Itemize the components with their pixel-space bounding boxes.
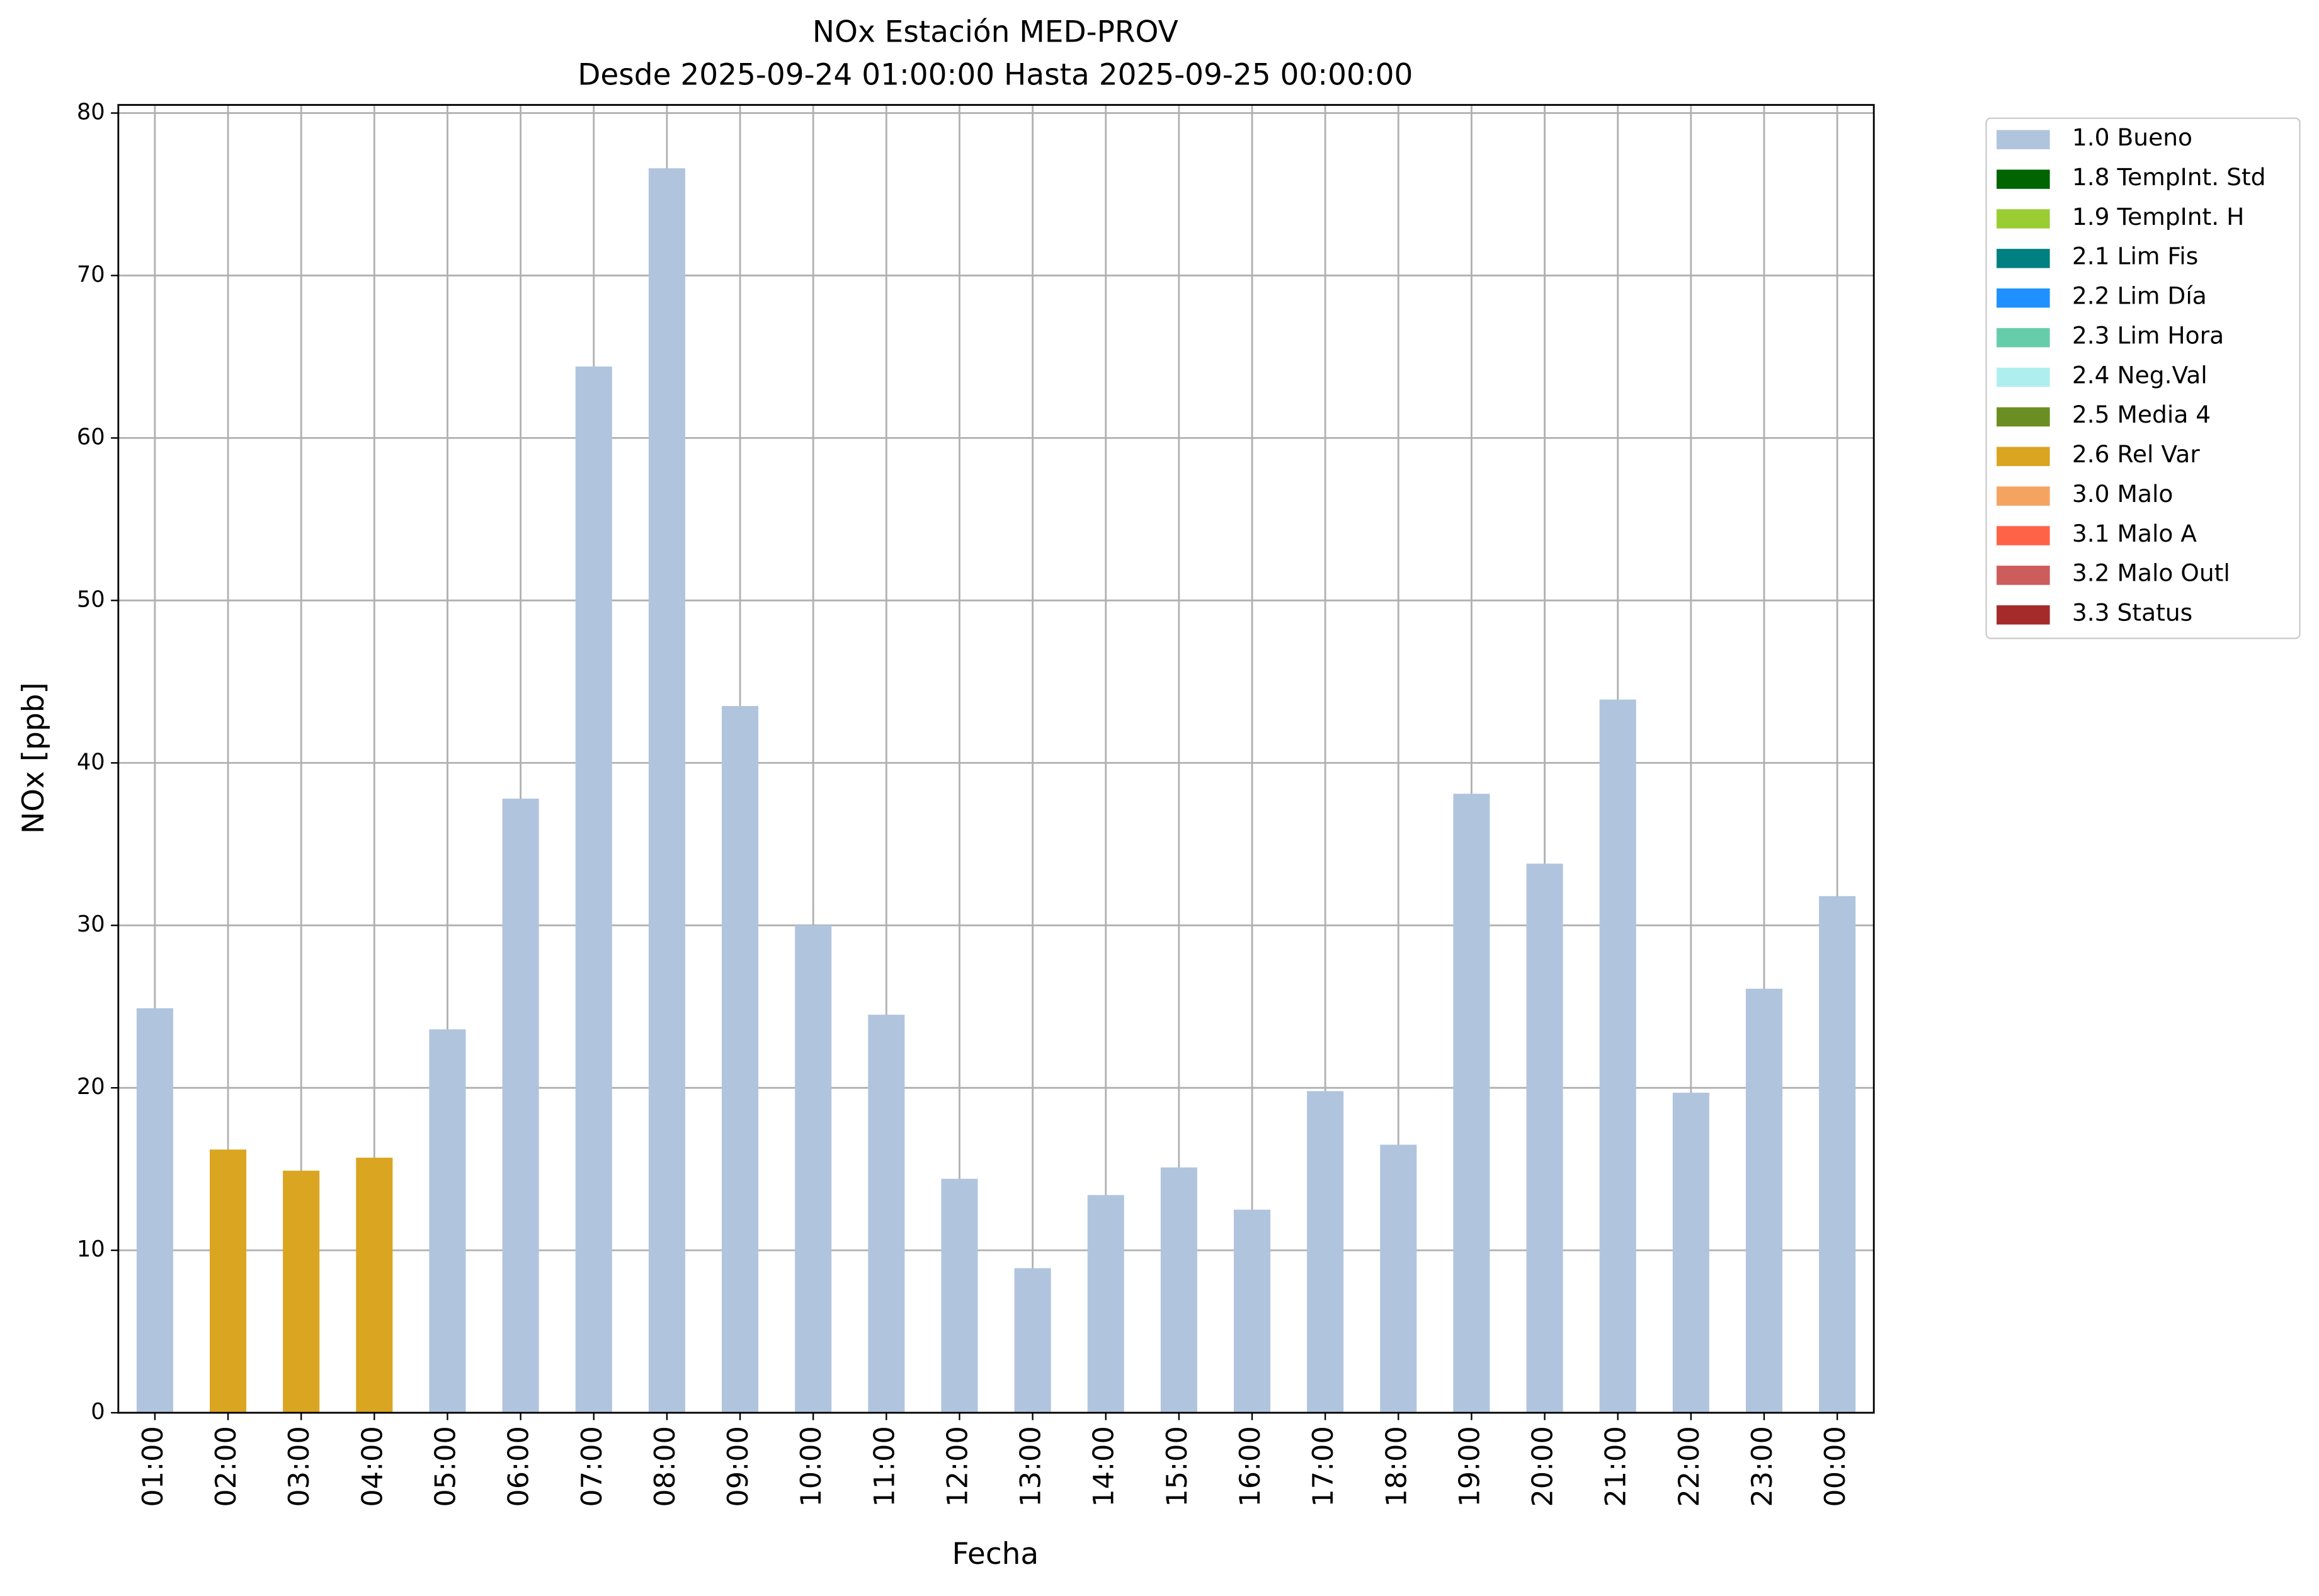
legend-swatch: [1997, 328, 2050, 348]
legend-label: 1.9 TempInt. H: [2072, 203, 2245, 231]
x-tick-label: 09:00: [722, 1426, 755, 1507]
bar: [868, 1015, 905, 1413]
bar: [356, 1158, 393, 1413]
y-tick-label: 50: [77, 586, 105, 612]
bar: [1307, 1091, 1344, 1413]
bar: [722, 705, 759, 1413]
bar: [1526, 864, 1563, 1413]
legend-swatch: [1997, 526, 2050, 545]
y-tick-label: 80: [77, 99, 105, 125]
legend-label: 2.1 Lim Fis: [2072, 242, 2198, 270]
legend-label: 1.8 TempInt. Std: [2072, 163, 2266, 191]
bar: [136, 1008, 173, 1413]
bar: [210, 1149, 247, 1413]
x-tick-label: 15:00: [1161, 1426, 1194, 1507]
ticks: 0 10 20 30 40 50 60 70 80 01:00 02:00 03:00 04:00 05:…: [77, 99, 1852, 1507]
legend-swatch: [1997, 407, 2050, 427]
bar: [283, 1170, 320, 1413]
bar: [648, 168, 685, 1413]
legend-label: 2.4 Neg.Val: [2072, 361, 2208, 389]
bar: [1380, 1144, 1417, 1413]
legend-swatch: [1997, 288, 2050, 308]
x-axis-label: Fecha: [952, 1537, 1039, 1571]
x-tick-label: 21:00: [1600, 1426, 1632, 1507]
chart-title: NOx Estación MED-PROV: [812, 14, 1178, 49]
legend-label: 1.0 Bueno: [2072, 123, 2192, 151]
legend-swatch: [1997, 130, 2050, 149]
bar: [1014, 1268, 1051, 1413]
bar: [1087, 1195, 1124, 1413]
x-tick-label: 18:00: [1380, 1426, 1413, 1507]
legend-label: 3.1 Malo A: [2072, 520, 2197, 547]
legend: 1.0 Bueno 1.8 TempInt. Std 1.9 TempInt. H 2…: [1997, 123, 2266, 627]
legend-label: 2.3 Lim Hora: [2072, 321, 2224, 349]
legend-swatch: [1997, 249, 2050, 268]
x-tick-label: 12:00: [941, 1426, 974, 1507]
legend-label: 2.5 Media 4: [2072, 401, 2211, 428]
x-tick-label: 03:00: [283, 1426, 316, 1507]
legend-box: [1985, 117, 2301, 639]
x-tick-label: 06:00: [503, 1426, 535, 1507]
bar: [502, 799, 539, 1413]
x-tick-label: 19:00: [1453, 1426, 1486, 1507]
legend-swatch: [1997, 169, 2050, 189]
x-tick-label: 13:00: [1015, 1426, 1047, 1507]
x-tick-label: 20:00: [1527, 1426, 1559, 1507]
y-axis-label: NOx [ppb]: [16, 682, 51, 834]
x-tick-label: 01:00: [137, 1426, 169, 1507]
legend-swatch: [1997, 209, 2050, 229]
legend-label: 3.3 Status: [2072, 599, 2192, 627]
bar: [1233, 1209, 1271, 1413]
legend-label: 3.2 Malo Outl: [2072, 559, 2230, 587]
bar: [575, 366, 612, 1413]
legend-swatch: [1997, 447, 2050, 467]
bar: [1160, 1167, 1197, 1413]
legend-label: 3.0 Malo: [2072, 480, 2174, 508]
x-tick-label: 04:00: [356, 1426, 389, 1507]
x-tick-label: 23:00: [1746, 1426, 1779, 1507]
bar: [941, 1178, 978, 1413]
bar: [1819, 896, 1856, 1413]
y-tick-label: 40: [77, 749, 105, 775]
legend-swatch: [1997, 566, 2050, 585]
x-tick-label: 16:00: [1234, 1426, 1267, 1507]
y-tick-label: 20: [77, 1074, 105, 1100]
x-tick-label: 00:00: [1819, 1426, 1852, 1507]
x-tick-label: 11:00: [868, 1426, 901, 1507]
x-tick-label: 14:00: [1088, 1426, 1120, 1507]
chart-subtitle: Desde 2025-09-24 01:00:00 Hasta 2025-09-…: [578, 58, 1413, 93]
legend-swatch: [1997, 605, 2050, 625]
x-tick-label: 08:00: [649, 1426, 681, 1507]
bar: [429, 1029, 466, 1413]
bar: [1599, 699, 1636, 1413]
legend-swatch: [1997, 486, 2050, 506]
x-tick-label: 05:00: [429, 1426, 462, 1507]
bar: [795, 925, 832, 1413]
y-tick-label: 10: [77, 1236, 105, 1262]
bar: [1745, 988, 1783, 1413]
y-tick-label: 30: [77, 911, 105, 937]
legend-swatch: [1997, 367, 2050, 387]
legend-label: 2.2 Lim Día: [2072, 282, 2207, 310]
x-tick-label: 17:00: [1307, 1426, 1340, 1507]
legend-label: 2.6 Rel Var: [2072, 440, 2200, 468]
y-tick-label: 0: [91, 1399, 105, 1425]
bars: [136, 168, 1856, 1413]
x-tick-label: 10:00: [795, 1426, 828, 1507]
bar: [1453, 794, 1490, 1413]
x-tick-label: 02:00: [210, 1426, 242, 1507]
y-tick-label: 70: [77, 261, 105, 287]
plot-frame: [117, 104, 1875, 1414]
bar: [1672, 1092, 1709, 1413]
y-tick-label: 60: [77, 424, 105, 450]
x-tick-label: 22:00: [1673, 1426, 1706, 1507]
x-tick-label: 07:00: [576, 1426, 608, 1507]
